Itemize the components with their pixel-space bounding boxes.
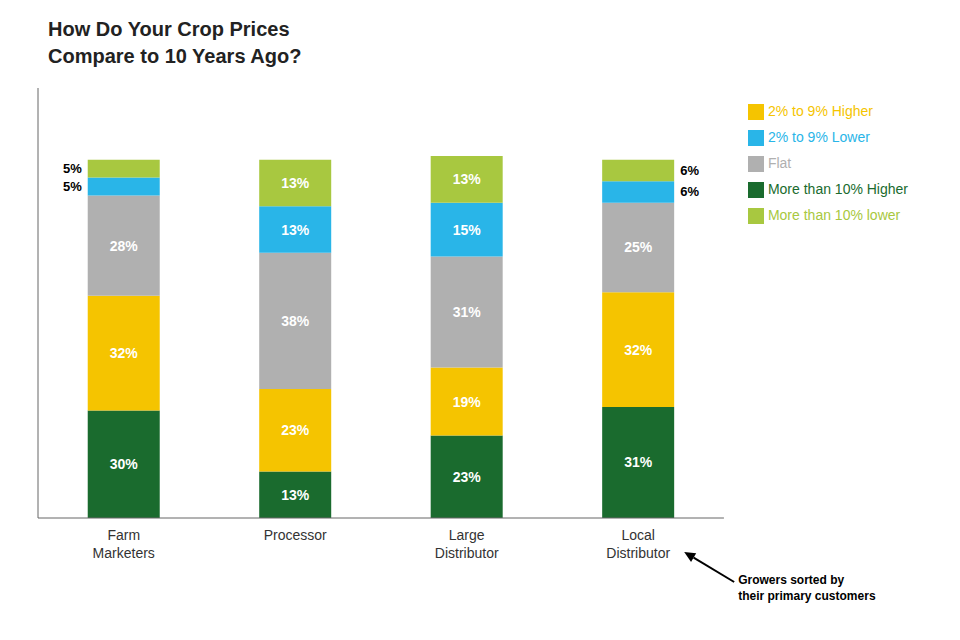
svg-text:25%: 25%	[624, 239, 653, 255]
html-text:Flat: Flat	[767, 155, 792, 171]
svg-text:15%: 15%	[453, 222, 482, 238]
html-text:Compare to 10 Years Ago?: Compare to 10 Years Ago?	[48, 45, 302, 67]
html-text:How Do Your Crop Prices: How Do Your Crop Prices	[48, 18, 290, 40]
svg-text:23%: 23%	[453, 469, 482, 485]
svg-text:31%: 31%	[453, 304, 482, 320]
svg-text:13%: 13%	[281, 175, 310, 191]
svg-text:28%: 28%	[110, 238, 139, 254]
svg-text:30%: 30%	[110, 456, 139, 472]
html-text:2% to 9% Higher: 2% to 9% Higher	[767, 103, 873, 119]
svg-text:6%: 6%	[680, 163, 699, 178]
svg-text:5%: 5%	[63, 179, 82, 194]
html-text:More than 10% Higher: More than 10% Higher	[767, 181, 908, 197]
svg-text:32%: 32%	[110, 345, 139, 361]
svg-text:5%: 5%	[63, 161, 82, 176]
svg-text:31%: 31%	[624, 454, 653, 470]
svg-text:FarmMarketers: FarmMarketers	[93, 527, 155, 561]
svg-text:13%: 13%	[453, 171, 482, 187]
svg-text:13%: 13%	[281, 487, 310, 503]
svg-text:Growers sorted bytheir primary: Growers sorted bytheir primary customers	[738, 573, 876, 603]
svg-text:LocalDistributor: LocalDistributor	[606, 527, 670, 561]
svg-text:32%: 32%	[624, 342, 653, 358]
svg-text:38%: 38%	[281, 313, 310, 329]
svg-text:LargeDistributor: LargeDistributor	[435, 527, 499, 561]
html-text:2% to 9% Lower: 2% to 9% Lower	[767, 129, 870, 145]
svg-text:19%: 19%	[453, 394, 482, 410]
svg-text:6%: 6%	[680, 184, 699, 199]
svg-text:Processor: Processor	[264, 527, 327, 543]
svg-text:23%: 23%	[281, 422, 310, 438]
html-text:More than 10% lower: More than 10% lower	[767, 207, 901, 223]
svg-text:13%: 13%	[281, 222, 310, 238]
